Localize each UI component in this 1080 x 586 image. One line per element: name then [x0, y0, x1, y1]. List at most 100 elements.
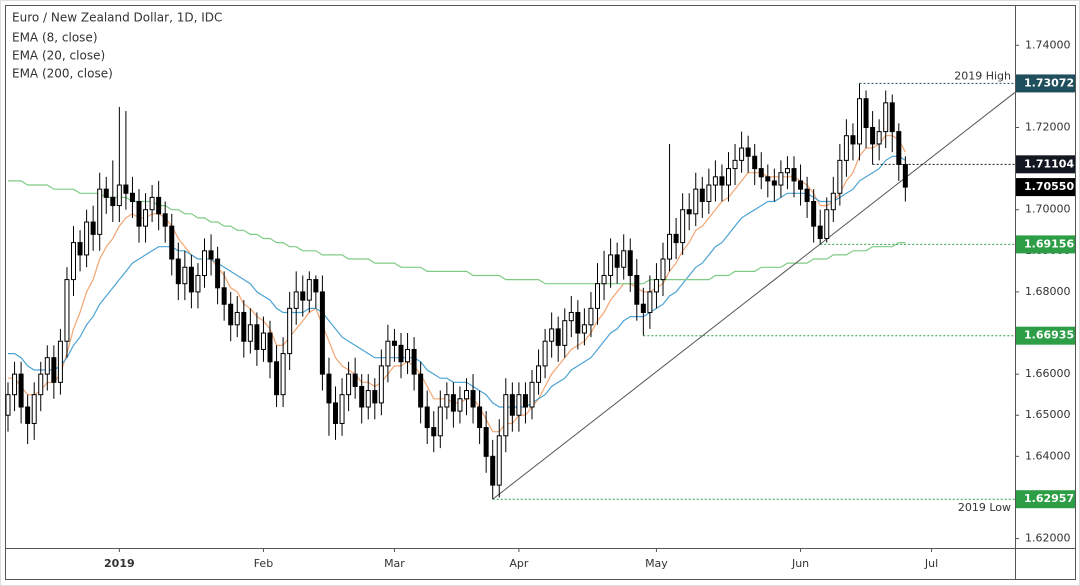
candle-body: [706, 184, 712, 202]
price-tag-label: 1.66935: [1024, 329, 1074, 342]
candle-body: [601, 274, 607, 285]
candle-body: [765, 176, 771, 182]
candle-body: [653, 279, 659, 293]
candle-body: [647, 291, 653, 313]
candle-body: [365, 390, 371, 408]
price-tag-label: 1.71104: [1024, 157, 1074, 170]
plot: [5, 82, 1016, 500]
candle-body: [280, 353, 286, 396]
y-tick-label: 1.70000: [1025, 203, 1071, 216]
candle-body: [771, 180, 777, 186]
candle-body: [221, 287, 227, 305]
candle-body: [97, 188, 103, 235]
candle-body: [208, 250, 214, 260]
ema-line: [8, 155, 906, 408]
candle-body: [31, 394, 37, 424]
legend-entry: EMA (200, close): [12, 67, 113, 81]
x-tick-label: Mar: [384, 557, 405, 570]
candle-body: [843, 135, 849, 161]
candle-body: [169, 225, 175, 260]
y-tick-label: 1.66000: [1025, 367, 1071, 380]
candle-body: [758, 168, 764, 178]
candle-body: [562, 320, 568, 346]
candle-body: [110, 196, 116, 207]
candle-body: [673, 233, 679, 244]
y-tick-label: 1.74000: [1025, 38, 1071, 51]
candle-body: [391, 340, 397, 346]
candle-body: [778, 172, 784, 186]
candle-body: [503, 394, 509, 437]
candle-body: [496, 435, 502, 486]
candle-body: [38, 373, 44, 396]
candle-body: [739, 147, 745, 161]
candle-body: [621, 250, 627, 268]
candle-body: [64, 279, 70, 342]
candle-body: [90, 221, 96, 235]
candle-body: [143, 209, 149, 227]
candle-body: [784, 168, 790, 174]
y-tick-label: 1.64000: [1025, 449, 1071, 462]
candle-body: [719, 176, 725, 186]
candle-body: [57, 340, 63, 383]
candle-body: [555, 328, 561, 346]
candle-body: [241, 311, 247, 342]
candle-body: [339, 394, 345, 424]
candle-body: [811, 200, 817, 227]
y-tick-label: 1.62000: [1025, 532, 1071, 545]
price-tag: [1016, 235, 1075, 254]
candle-body: [333, 402, 338, 424]
price-tag: [1016, 326, 1075, 345]
trendline: [492, 92, 1016, 500]
candle-body: [352, 373, 358, 387]
candle-body: [136, 200, 142, 227]
candle-body: [359, 385, 365, 408]
chart-border: [5, 5, 1076, 580]
candle-body: [667, 233, 673, 260]
level-note: 2019 Low: [958, 501, 1011, 514]
candle-body: [699, 188, 705, 202]
candle-body: [103, 188, 109, 198]
price-tag: [1016, 155, 1075, 174]
candle-body: [71, 242, 76, 281]
candle-body: [889, 102, 895, 133]
candle-body: [326, 373, 332, 404]
candle-body: [424, 406, 430, 429]
candle-body: [300, 291, 306, 301]
candle-body: [116, 184, 122, 207]
x-tick-label: Jul: [924, 557, 938, 570]
candle-body: [660, 258, 666, 281]
candle-body: [12, 373, 18, 396]
x-tick-label: Feb: [254, 557, 273, 570]
candle-body: [817, 225, 823, 239]
candle-body: [18, 373, 24, 408]
price-tag-label: 1.73072: [1024, 76, 1074, 89]
candle-body: [857, 98, 862, 145]
candle-body: [686, 209, 692, 215]
candle-body: [25, 406, 31, 424]
candle-body: [123, 184, 129, 194]
candle-body: [437, 406, 443, 437]
candle-body: [457, 398, 463, 412]
candle-body: [44, 357, 50, 375]
candle-body: [693, 188, 699, 215]
candle-body: [581, 324, 587, 334]
candle-body: [896, 131, 902, 165]
candle-body: [712, 176, 718, 186]
candle-body: [346, 373, 352, 396]
candle-body: [536, 365, 542, 383]
level-note: 2019 High: [954, 69, 1011, 82]
candle-body: [804, 188, 810, 202]
candle-body: [464, 390, 469, 400]
candle-body: [752, 155, 758, 170]
candle-body: [84, 221, 90, 256]
candle-body: [588, 307, 594, 326]
candle-body: [267, 332, 273, 363]
candle-body: [542, 340, 548, 367]
candle-body: [509, 394, 515, 416]
candle-body: [608, 254, 614, 276]
candle-body: [883, 102, 889, 133]
candle-body: [77, 242, 83, 256]
candle-body: [732, 159, 738, 170]
y-tick-label: 1.68000: [1025, 285, 1071, 298]
candle-body: [529, 381, 535, 408]
